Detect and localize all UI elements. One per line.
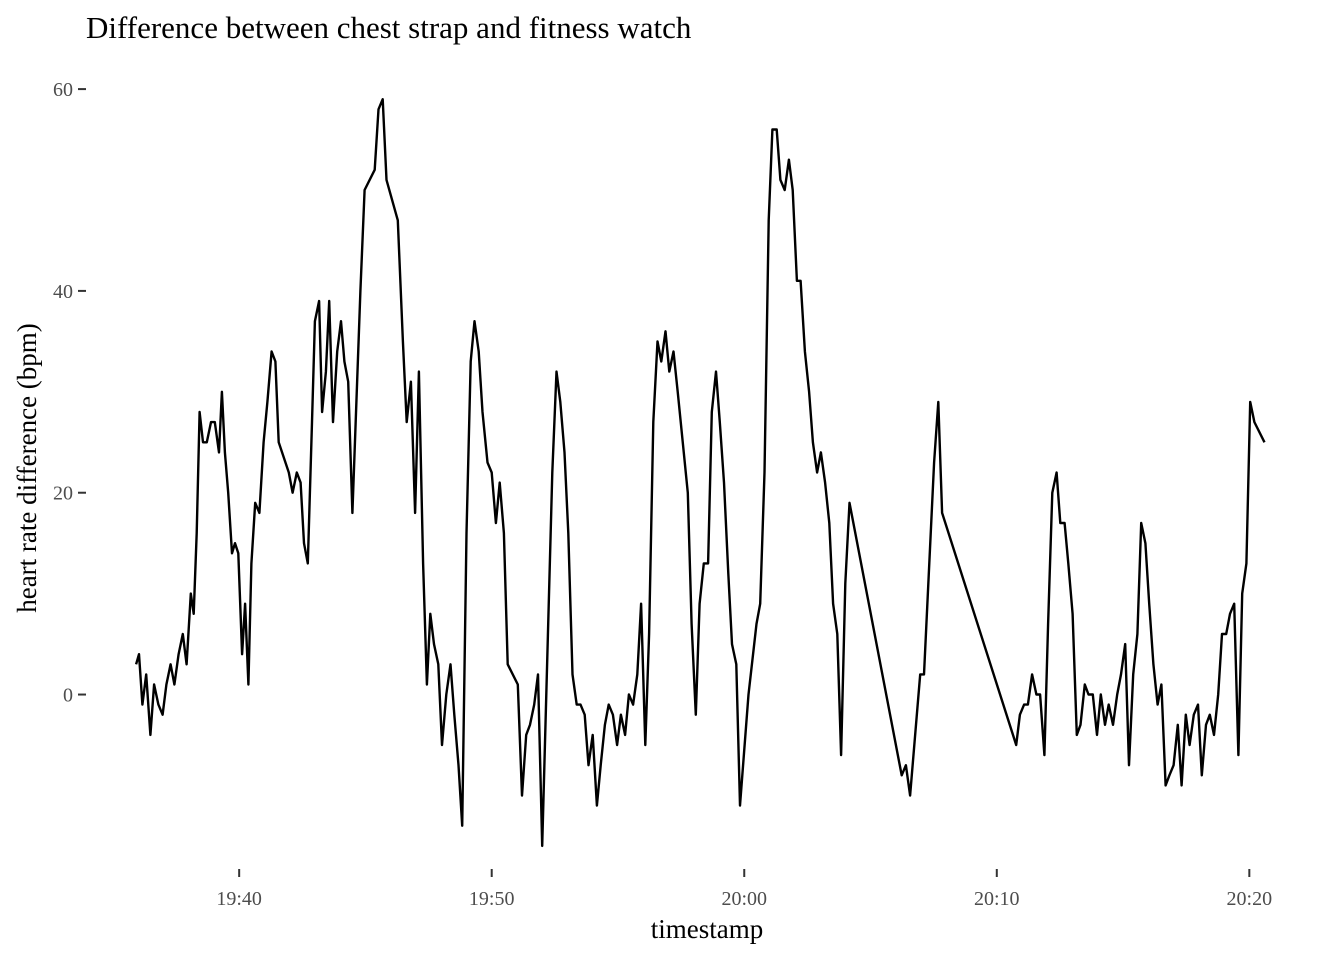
- chart-title: Difference between chest strap and fitne…: [86, 10, 692, 45]
- x-tick-label: 19:40: [216, 888, 262, 910]
- y-tick-label: 20: [53, 483, 73, 505]
- x-axis: 19:40 19:50 20:00 20:10 20:20: [216, 869, 1272, 910]
- x-tick-label: 20:20: [1227, 888, 1273, 910]
- x-tick-label: 20:10: [974, 888, 1020, 910]
- y-axis: 0 20 40 60: [53, 79, 86, 707]
- series-line: [134, 98, 1266, 848]
- y-tick-label: 40: [53, 281, 73, 303]
- x-tick-label: 20:00: [721, 888, 767, 910]
- x-axis-label: timestamp: [651, 914, 763, 944]
- x-tick-label: 19:50: [469, 888, 515, 910]
- y-tick-label: 60: [53, 79, 73, 101]
- y-tick-label: 0: [63, 685, 73, 707]
- y-axis-label: heart rate difference (bpm): [12, 323, 42, 613]
